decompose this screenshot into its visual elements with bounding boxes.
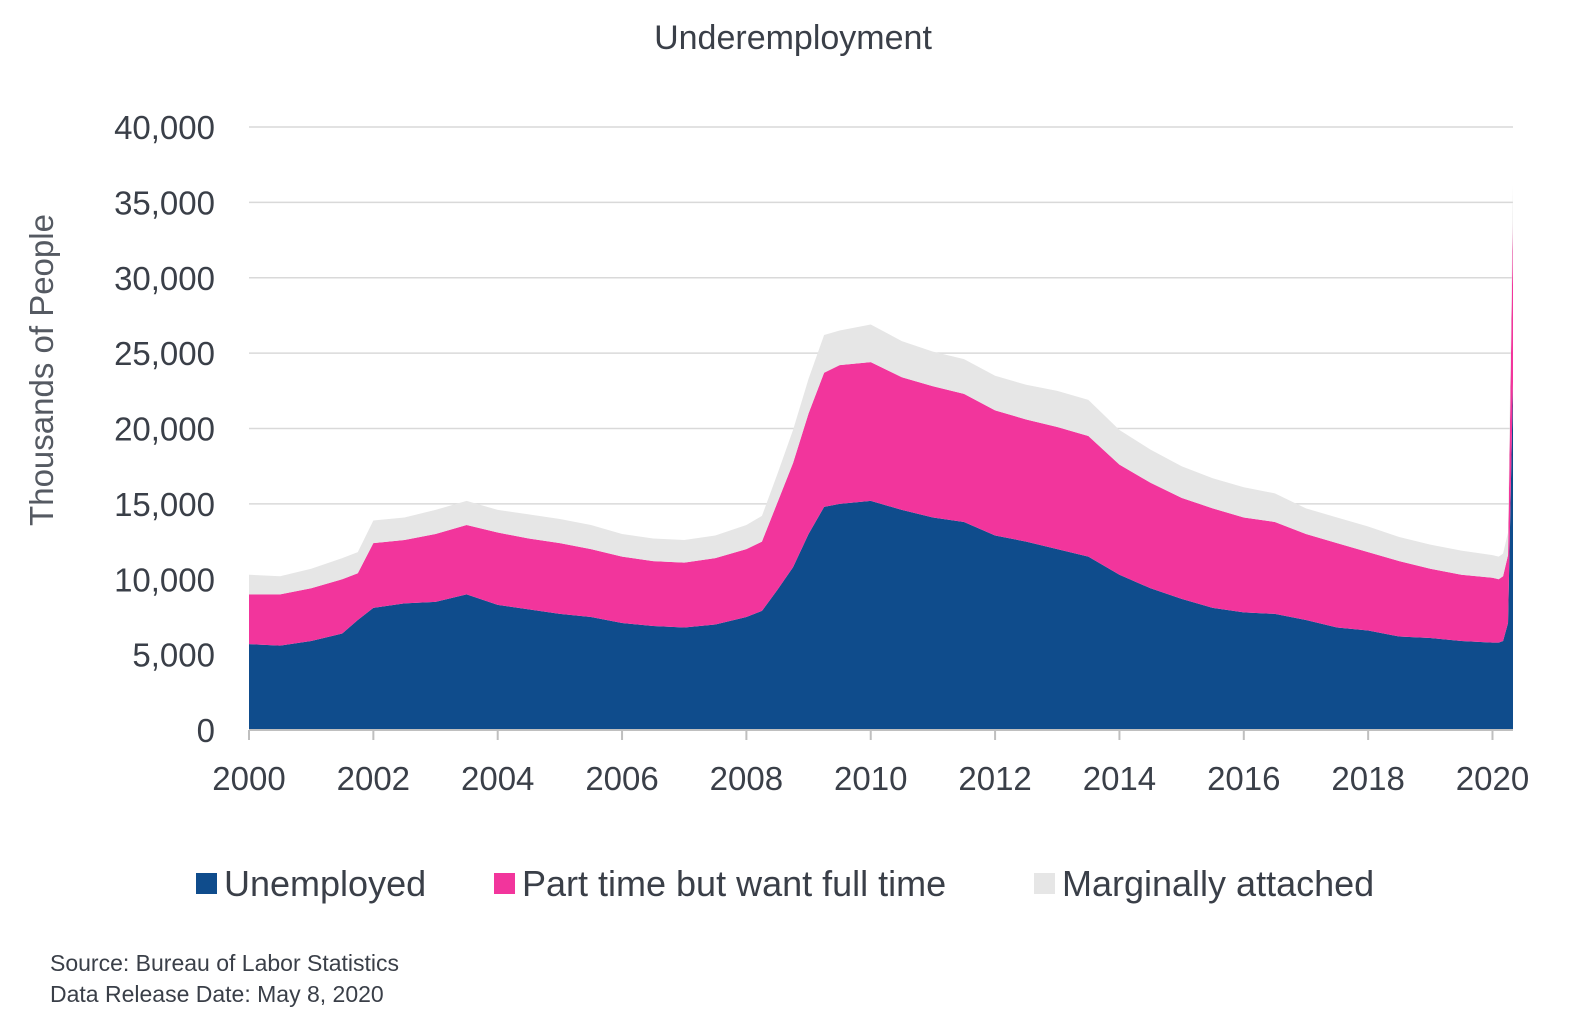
x-tick-label: 2004: [461, 760, 534, 797]
x-tick-label: 2018: [1331, 760, 1404, 797]
x-tick-label: 2012: [958, 760, 1031, 797]
y-tick-label: 15,000: [114, 486, 215, 523]
area-marginally-attached: [249, 184, 1513, 595]
source-note: Source: Bureau of Labor Statistics: [50, 950, 399, 976]
y-tick-label: 40,000: [114, 109, 215, 146]
x-tick-label: 2014: [1083, 760, 1156, 797]
y-tick-label: 10,000: [114, 561, 215, 598]
y-tick-label: 0: [197, 712, 215, 749]
x-tick-label: 2016: [1207, 760, 1280, 797]
release-date-note: Data Release Date: May 8, 2020: [50, 981, 384, 1007]
area-part-time-but-want-full-time: [249, 217, 1513, 646]
y-tick-label: 25,000: [114, 335, 215, 372]
x-tick-label: 2008: [710, 760, 783, 797]
y-tick-label: 5,000: [132, 637, 215, 674]
x-tick-label: 2010: [834, 760, 907, 797]
x-tick-label: 2006: [585, 760, 658, 797]
x-tick-label: 2002: [337, 760, 410, 797]
legend-label: Unemployed: [224, 863, 426, 904]
legend-label: Marginally attached: [1062, 863, 1374, 904]
legend-label: Part time but want full time: [522, 863, 946, 904]
y-tick-label: 35,000: [114, 184, 215, 221]
legend: Unemployed Part time but want full time Ma…: [196, 863, 1374, 904]
y-tick-label: 20,000: [114, 411, 215, 448]
area-unemployed: [249, 381, 1513, 730]
legend-swatch: [196, 873, 217, 894]
axes: 0 5,000 10,000 15,000 20,000 25,000 30,000 35,0…: [114, 109, 1529, 797]
y-axis-label: Thousands of People: [23, 214, 60, 526]
legend-swatch: [494, 873, 515, 894]
legend-swatch: [1034, 873, 1055, 894]
stacked-areas: [249, 184, 1513, 730]
x-tick-label: 2020: [1456, 760, 1529, 797]
y-tick-label: 30,000: [114, 260, 215, 297]
x-tick-label: 2000: [212, 760, 285, 797]
chart-title: Underemployment: [654, 19, 932, 57]
